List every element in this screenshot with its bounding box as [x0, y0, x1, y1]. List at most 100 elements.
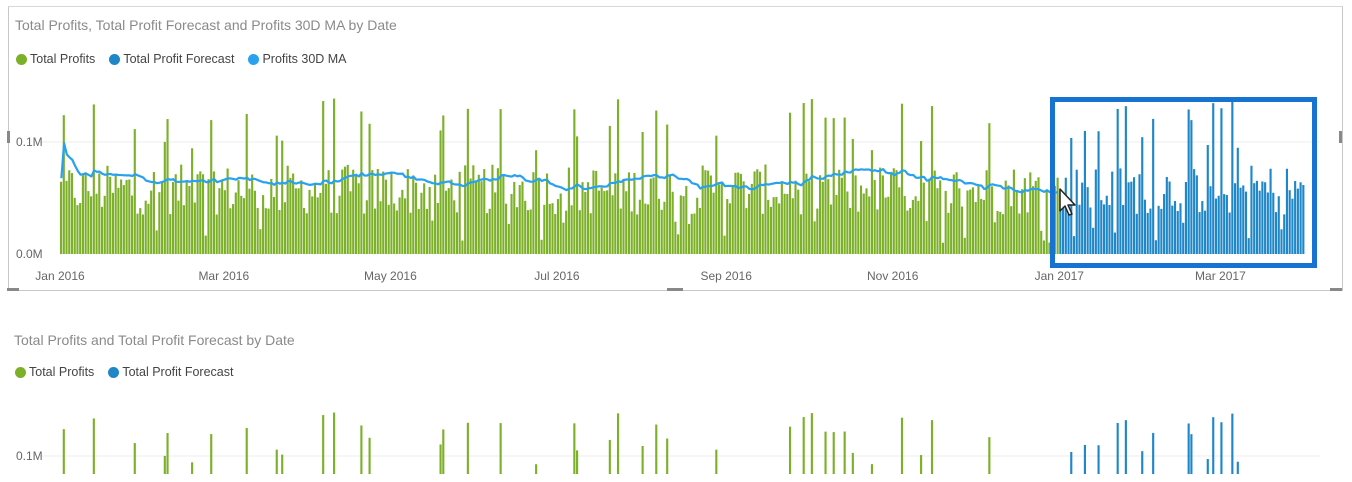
profit-bar: [685, 185, 688, 254]
profit-bar: [619, 208, 622, 254]
forecast-bar: [1239, 187, 1242, 254]
profit-bar: [543, 204, 546, 254]
forecast-bar: [1083, 130, 1086, 254]
profit-bar: [988, 437, 991, 474]
x-tick-label: Mar 2017: [1195, 269, 1246, 283]
profit-bar: [780, 183, 783, 254]
profit-bar: [297, 188, 300, 254]
profit-bar: [715, 449, 718, 474]
profit-bar: [879, 167, 882, 254]
resize-handle-right[interactable]: [1339, 131, 1342, 143]
legend-item-total-profit-forecast[interactable]: Total Profit Forecast: [108, 365, 233, 379]
profit-bar: [510, 193, 513, 254]
profit-bar: [917, 200, 920, 254]
profit-bar: [444, 190, 448, 254]
profit-bar: [180, 164, 183, 254]
profit-bar: [338, 195, 341, 254]
profit-bar: [382, 171, 385, 254]
resize-handle-left[interactable]: [7, 131, 10, 143]
profit-bar: [595, 170, 598, 254]
profit-bar: [281, 140, 284, 254]
forecast-bar: [1187, 109, 1190, 254]
forecast-bar: [1255, 180, 1258, 254]
forecast-bar: [1130, 181, 1133, 254]
forecast-bar: [1094, 169, 1097, 254]
profit-bar: [215, 214, 218, 254]
profit-bar: [873, 179, 876, 254]
profit-bar: [193, 202, 196, 254]
forecast-bar: [1299, 182, 1302, 254]
profit-bar: [464, 165, 467, 254]
profit-bar: [576, 136, 579, 254]
profit-bar: [237, 180, 240, 254]
profit-bar: [130, 195, 134, 254]
profit-bar: [991, 186, 994, 254]
profit-bar: [376, 169, 379, 254]
profit-bar: [655, 424, 658, 474]
profit-bar: [993, 222, 996, 254]
profit-bar: [868, 196, 871, 254]
forecast-bar: [1209, 186, 1212, 254]
profit-bar: [573, 109, 576, 254]
forecast-bar: [1143, 199, 1147, 254]
profit-bar: [944, 190, 947, 254]
profit-bar: [540, 239, 543, 254]
profit-bar: [349, 191, 352, 254]
profit-bar: [466, 108, 469, 254]
legend-item-profits-30d-ma[interactable]: Profits 30D MA: [248, 52, 347, 66]
profit-bar: [578, 210, 581, 254]
profit-bar: [881, 175, 884, 254]
profit-bar: [614, 173, 617, 254]
profit-bar: [518, 185, 521, 254]
profit-bar: [485, 213, 489, 254]
forecast-bar: [1296, 188, 1299, 254]
profit-bar: [666, 124, 669, 254]
chart-visual-2[interactable]: Total Profits and Total Profit Forecast …: [8, 322, 1341, 482]
profit-bar: [278, 210, 281, 254]
legend-item-total-profits[interactable]: Total Profits: [15, 365, 94, 379]
forecast-bar: [1124, 420, 1127, 474]
resize-handle-bottom-right[interactable]: [1330, 288, 1342, 291]
profit-bar: [668, 174, 671, 254]
legend-dot: [15, 366, 26, 378]
profit-bar: [401, 189, 404, 254]
forecast-bar: [1206, 459, 1209, 474]
x-tick-label: Jul 2016: [534, 269, 580, 283]
resize-handle-bottom[interactable]: [667, 288, 683, 291]
resize-handle-bottom-left[interactable]: [7, 288, 19, 291]
profit-bar: [1040, 230, 1043, 254]
forecast-bar: [1272, 192, 1275, 254]
profit-bar: [505, 203, 508, 254]
profit-bar: [960, 206, 964, 254]
profit-bar: [630, 211, 633, 254]
profit-bar: [207, 179, 210, 254]
profit-bar: [920, 455, 923, 474]
profit-bar: [379, 201, 382, 254]
forecast-bar: [1274, 212, 1278, 254]
profit-bar: [62, 429, 65, 474]
forecast-bar: [1086, 187, 1089, 254]
profit-bar: [390, 173, 393, 254]
profit-bar: [477, 174, 480, 254]
forecast-bar: [1075, 169, 1078, 254]
profit-bar: [827, 179, 830, 254]
profit-bar: [141, 214, 145, 254]
profit-bar: [483, 169, 486, 254]
profit-bar: [723, 235, 726, 254]
legend-item-total-profit-forecast[interactable]: Total Profit Forecast: [109, 52, 234, 66]
profit-bar: [715, 135, 718, 254]
profit-bar: [890, 172, 893, 254]
forecast-bar: [1253, 183, 1256, 254]
profit-bar: [395, 210, 398, 254]
profit-bar: [253, 190, 256, 254]
profit-bar: [622, 178, 625, 254]
profit-bar: [548, 203, 551, 254]
profit-bar: [532, 172, 535, 254]
legend-item-total-profits[interactable]: Total Profits: [16, 52, 95, 66]
forecast-bar: [1280, 229, 1283, 254]
profit-bar: [267, 208, 270, 254]
profit-bar: [210, 120, 213, 254]
profit-bar: [1026, 212, 1029, 254]
forecast-bar: [1217, 195, 1220, 254]
profit-bar: [275, 135, 278, 254]
